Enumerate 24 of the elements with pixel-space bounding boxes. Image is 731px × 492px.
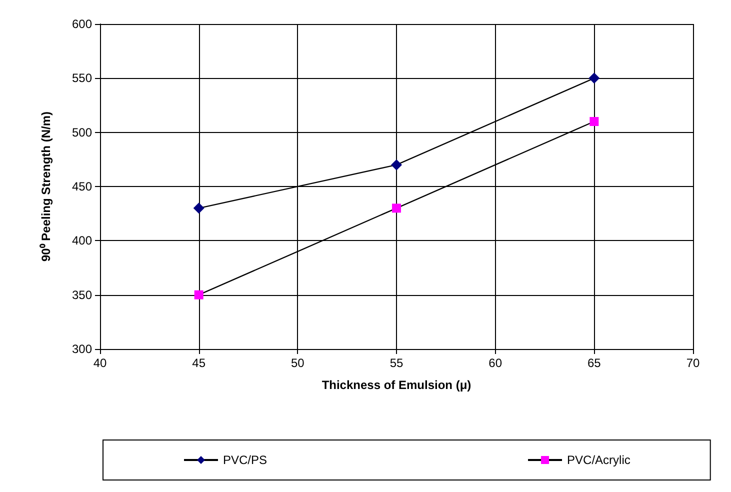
x-tick-label: 65 — [587, 356, 602, 370]
point — [391, 159, 402, 170]
y-tick-label: 300 — [72, 342, 92, 356]
point — [392, 204, 401, 213]
y-tick-label: 550 — [72, 71, 92, 86]
x-tick-label: 55 — [390, 356, 404, 370]
y-tick-label: 350 — [72, 288, 92, 302]
y-tick-label: 400 — [72, 234, 92, 248]
y-axis-title: 90⁰ Peeling Strength (N/m) — [39, 111, 53, 262]
x-axis-title: Thickness of Emulsion (μ) — [322, 378, 472, 392]
point — [590, 117, 599, 126]
legend-label: PVC/Acrylic — [567, 453, 630, 467]
y-tick-label: 500 — [72, 125, 92, 140]
x-tick-label: 60 — [488, 356, 502, 370]
y-tick-label: 450 — [72, 180, 92, 194]
point — [194, 290, 204, 300]
y-tick-label: 600 — [72, 17, 92, 31]
x-tick-label: 70 — [686, 356, 700, 370]
x-tick-label: 50 — [290, 356, 305, 370]
x-tick-label: 40 — [93, 356, 107, 370]
point — [588, 72, 600, 84]
legend-label: PVC/PS — [223, 453, 268, 467]
point — [193, 202, 204, 214]
x-tick-label: 45 — [192, 356, 206, 370]
